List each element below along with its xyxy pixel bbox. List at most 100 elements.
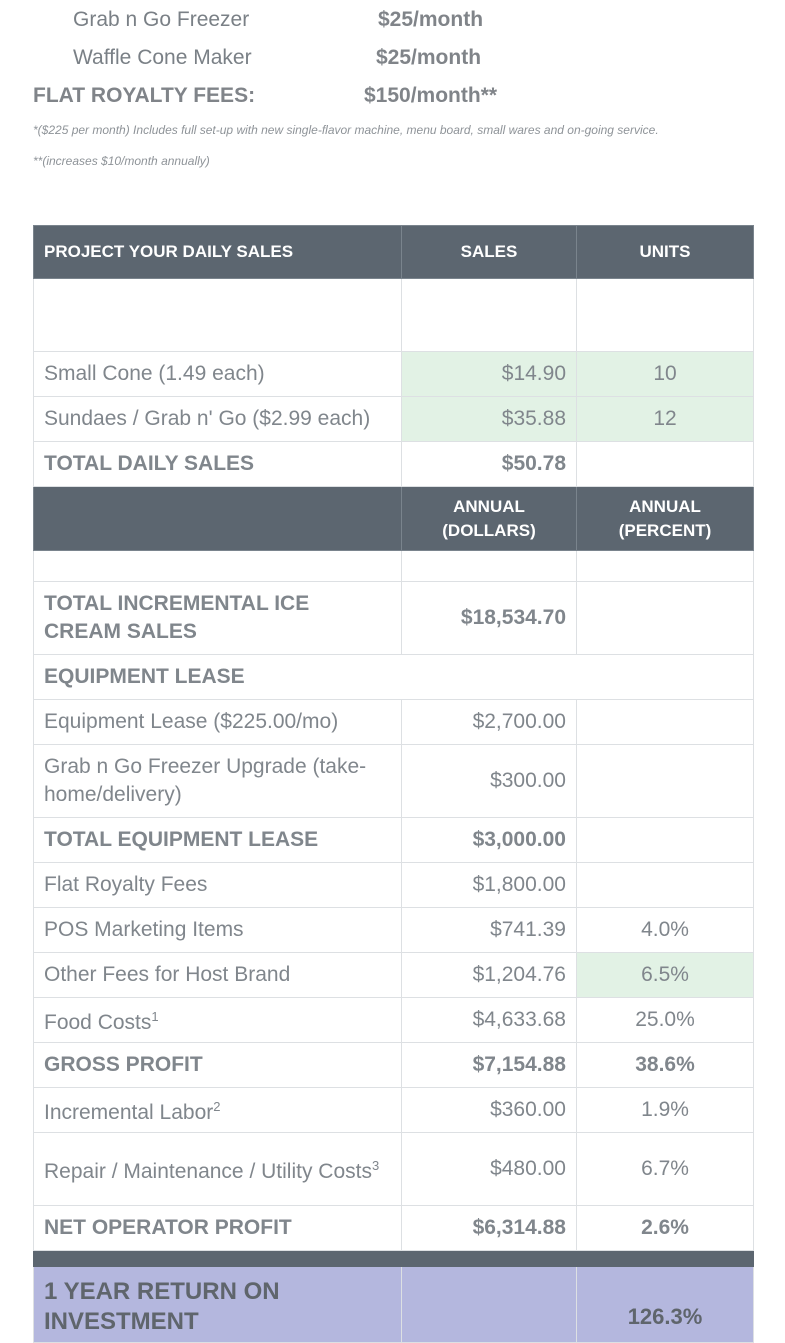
repair-percent: 6.7% (576, 1132, 754, 1206)
total-equipment-label: TOTAL EQUIPMENT LEASE (33, 817, 402, 863)
separator-row (33, 1250, 754, 1267)
equipment-lease-value: $2,700.00 (401, 699, 577, 745)
empty-cell (576, 817, 754, 863)
empty-cell (576, 744, 754, 818)
flat-royalty-fees-value: $1,800.00 (401, 862, 577, 908)
sundaes-sales: $35.88 (401, 396, 577, 442)
footnote-1: *($225 per month) Includes full set-up w… (33, 123, 659, 137)
other-fees-value: $1,204.76 (401, 952, 577, 998)
food-costs-value: $4,633.68 (401, 997, 577, 1043)
footnote-marker: 2 (213, 1099, 221, 1114)
table-row: TOTAL EQUIPMENT LEASE $3,000.00 (33, 817, 754, 863)
incremental-labor-percent: 1.9% (576, 1087, 754, 1133)
header-annual-percent: ANNUAL (PERCENT) (576, 486, 754, 551)
pos-marketing-label: POS Marketing Items (33, 907, 402, 953)
empty-cell (576, 441, 754, 487)
small-cone-sales: $14.90 (401, 351, 577, 397)
annual-header-row: ANNUAL (DOLLARS) ANNUAL (PERCENT) (33, 486, 754, 551)
roi-percent: 126.3% (576, 1266, 754, 1343)
freezer-upgrade-value: $300.00 (401, 744, 577, 818)
net-profit-percent: 2.6% (576, 1205, 754, 1251)
food-costs-label: Food Costs (44, 1011, 152, 1034)
table-row: NET OPERATOR PROFIT $6,314.88 2.6% (33, 1205, 754, 1251)
blank-cell (401, 550, 577, 582)
blank-row (33, 550, 754, 582)
net-profit-label: NET OPERATOR PROFIT (33, 1205, 402, 1251)
small-cone-label: Small Cone (1.49 each) (33, 351, 402, 397)
other-fees-percent-input[interactable]: 6.5% (576, 952, 754, 998)
table-row: EQUIPMENT LEASE (33, 654, 754, 700)
sundaes-units-input[interactable]: 12 (576, 396, 754, 442)
blank-cell (401, 278, 577, 352)
food-costs-percent: 25.0% (576, 997, 754, 1043)
footnote-marker: 1 (151, 1009, 159, 1024)
flat-royalty-row: FLAT ROYALTY FEES: $150/month** (0, 84, 785, 112)
flat-royalty-fees-label: Flat Royalty Fees (33, 862, 402, 908)
total-equipment-value: $3,000.00 (401, 817, 577, 863)
sundaes-label: Sundaes / Grab n' Go ($2.99 each) (33, 396, 402, 442)
table-row: Flat Royalty Fees $1,800.00 (33, 862, 754, 908)
blank-cell (33, 278, 402, 352)
header-empty (33, 486, 402, 551)
other-fees-label: Other Fees for Host Brand (33, 952, 402, 998)
table-row: Incremental Labor2 $360.00 1.9% (33, 1087, 754, 1133)
equipment-lease-heading: EQUIPMENT LEASE (33, 654, 754, 700)
blank-row (33, 278, 754, 352)
sales-projection-table: PROJECT YOUR DAILY SALES SALES UNITS Sma… (33, 225, 754, 1343)
fee-row-grab-n-go: Grab n Go Freezer $25/month (0, 8, 785, 36)
table-row: POS Marketing Items $741.39 4.0% (33, 907, 754, 953)
repair-label: Repair / Maintenance / Utility Costs (44, 1160, 372, 1183)
repair-cell: Repair / Maintenance / Utility Costs3 (33, 1132, 402, 1206)
net-profit-value: $6,314.88 (401, 1205, 577, 1251)
incremental-sales-label: TOTAL INCREMENTAL ICE CREAM SALES (33, 581, 402, 655)
fee-label: Waffle Cone Maker (73, 46, 252, 69)
food-costs-cell: Food Costs1 (33, 997, 402, 1043)
flat-royalty-value: $150/month** (364, 84, 498, 107)
table-row: TOTAL DAILY SALES $50.78 (33, 441, 754, 487)
blank-cell (33, 550, 402, 582)
header-project: PROJECT YOUR DAILY SALES (33, 225, 402, 279)
empty-cell (576, 699, 754, 745)
equipment-lease-label: Equipment Lease ($225.00/mo) (33, 699, 402, 745)
small-cone-units-input[interactable]: 10 (576, 351, 754, 397)
table-row: Sundaes / Grab n' Go ($2.99 each) $35.88… (33, 396, 754, 442)
fee-value: $25/month (376, 46, 482, 69)
footnote-marker: 3 (371, 1158, 380, 1173)
footnote-2: **(increases $10/month annually) (33, 154, 210, 168)
empty-cell (576, 862, 754, 908)
gross-profit-value: $7,154.88 (401, 1042, 577, 1088)
fee-value: $25/month (378, 8, 484, 31)
repair-value: $480.00 (401, 1132, 577, 1206)
pos-marketing-value: $741.39 (401, 907, 577, 953)
table-row: Food Costs1 $4,633.68 25.0% (33, 997, 754, 1043)
blank-cell (576, 550, 754, 582)
table-row: GROSS PROFIT $7,154.88 38.6% (33, 1042, 754, 1088)
roi-row: 1 YEAR RETURN ON INVESTMENT 126.3% (33, 1266, 754, 1343)
incremental-labor-value: $360.00 (401, 1087, 577, 1133)
incremental-labor-cell: Incremental Labor2 (33, 1087, 402, 1133)
total-daily-label: TOTAL DAILY SALES (33, 441, 402, 487)
header-annual-dollars: ANNUAL (DOLLARS) (401, 486, 577, 551)
blank-cell (576, 278, 754, 352)
fee-label: Grab n Go Freezer (73, 8, 250, 31)
incremental-sales-value: $18,534.70 (401, 581, 577, 655)
table-header-row: PROJECT YOUR DAILY SALES SALES UNITS (33, 225, 754, 279)
table-row: TOTAL INCREMENTAL ICE CREAM SALES $18,53… (33, 581, 754, 655)
separator (33, 1250, 754, 1267)
roi-empty (401, 1266, 577, 1343)
table-row: Other Fees for Host Brand $1,204.76 6.5% (33, 952, 754, 998)
incremental-labor-label: Incremental Labor (44, 1101, 214, 1124)
flat-royalty-label: FLAT ROYALTY FEES: (33, 84, 256, 107)
table-row: Equipment Lease ($225.00/mo) $2,700.00 (33, 699, 754, 745)
gross-profit-label: GROSS PROFIT (33, 1042, 402, 1088)
fee-row-waffle-cone: Waffle Cone Maker $25/month (0, 46, 785, 74)
pos-marketing-percent: 4.0% (576, 907, 754, 953)
roi-label: 1 YEAR RETURN ON INVESTMENT (33, 1266, 402, 1343)
empty-cell (576, 581, 754, 655)
header-units: UNITS (576, 225, 754, 279)
gross-profit-percent: 38.6% (576, 1042, 754, 1088)
header-sales: SALES (401, 225, 577, 279)
table-row: Grab n Go Freezer Upgrade (take-home/del… (33, 744, 754, 818)
table-row: Repair / Maintenance / Utility Costs3 $4… (33, 1132, 754, 1206)
table-row: Small Cone (1.49 each) $14.90 10 (33, 351, 754, 397)
